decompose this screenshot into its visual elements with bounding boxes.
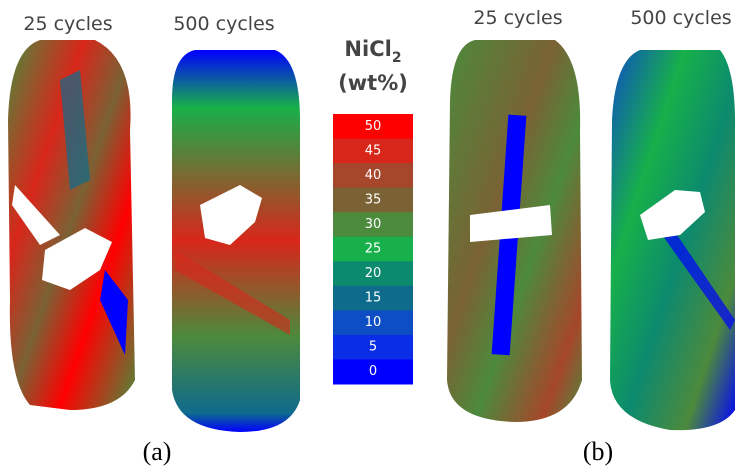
figure: 50454035302520151050 NiCl2 (wt%) 25 cycl…: [0, 0, 738, 468]
colorbar-title: NiCl2: [344, 37, 401, 66]
cycle-label: 500 cycles: [630, 7, 731, 29]
cycle-label: 500 cycles: [173, 13, 274, 35]
colorbar-label: 30: [365, 217, 382, 232]
colorbar-label: 5: [369, 340, 377, 355]
panel-label: (a): [143, 437, 172, 466]
colorbar-label: 15: [365, 291, 382, 306]
cycle-label: 25 cycles: [473, 7, 562, 29]
map-b-25: [447, 40, 582, 422]
map-b-500: [610, 50, 735, 430]
panel-label: (b): [583, 437, 613, 466]
colorbar-label: 0: [369, 364, 377, 379]
colorbar-label: 40: [365, 168, 382, 183]
colorbar-label: 20: [365, 266, 382, 281]
cycle-label: 25 cycles: [23, 13, 112, 35]
colorbar-label: 10: [365, 315, 382, 330]
map-a-25: [8, 40, 135, 410]
title-main: NiCl: [344, 37, 391, 61]
colorbar-label: 35: [365, 192, 382, 207]
title-sub: 2: [392, 50, 402, 66]
map-a-500: [172, 50, 300, 432]
colorbar-label: 50: [365, 119, 382, 134]
colorbar-label: 45: [365, 143, 382, 158]
colorbar-label: 25: [365, 242, 382, 257]
colorbar-unit: (wt%): [338, 71, 408, 95]
